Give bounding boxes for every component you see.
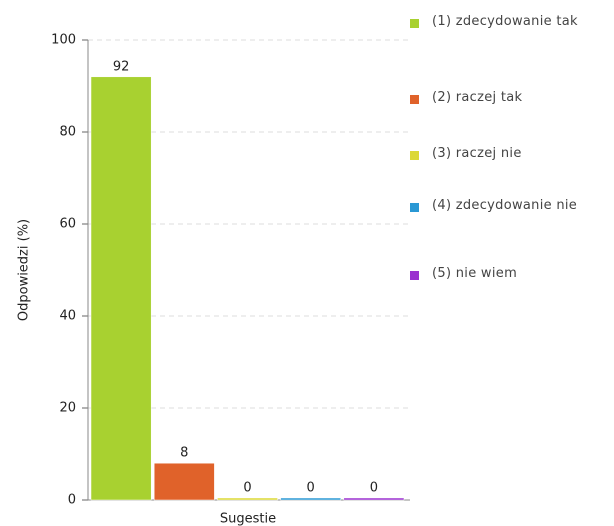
legend-label: (4) zdecydowanie nie — [432, 198, 578, 213]
y-axis-label: Odpowiedzi (%) — [17, 219, 32, 321]
bar — [217, 497, 278, 501]
legend-swatch — [410, 151, 419, 160]
y-tick-label: 60 — [59, 217, 76, 232]
bar — [280, 497, 342, 501]
y-tick-label: 20 — [59, 401, 76, 416]
data-label: 0 — [370, 481, 378, 496]
legend-item: (2) raczej tak — [406, 90, 611, 105]
x-axis-label: Sugestie — [220, 512, 276, 526]
bar — [343, 497, 405, 501]
y-tick-label: 40 — [59, 309, 76, 324]
legend-swatch — [410, 203, 419, 212]
legend-item: (1) zdecydowanie tak — [406, 14, 611, 29]
legend-swatch — [410, 95, 419, 104]
y-tick-label: 100 — [51, 33, 76, 48]
y-tick-label: 0 — [68, 493, 76, 508]
y-tick-label: 80 — [59, 125, 76, 140]
legend-label: (5) nie wiem — [432, 266, 518, 281]
legend-label: (1) zdecydowanie tak — [432, 14, 578, 29]
legend-item: (3) raczej nie — [406, 146, 611, 161]
legend-item: (4) zdecydowanie nie — [406, 198, 611, 213]
data-label: 0 — [243, 481, 251, 496]
legend-label: (2) raczej tak — [432, 90, 523, 105]
legend-label: (3) raczej nie — [432, 146, 522, 161]
bar — [90, 76, 152, 501]
data-label: 92 — [113, 59, 130, 74]
legend-swatch — [410, 19, 419, 28]
data-label: 0 — [307, 481, 315, 496]
legend-item: (5) nie wiem — [406, 266, 611, 281]
bar — [153, 462, 215, 501]
data-label: 8 — [180, 446, 188, 461]
legend-swatch — [410, 271, 419, 280]
